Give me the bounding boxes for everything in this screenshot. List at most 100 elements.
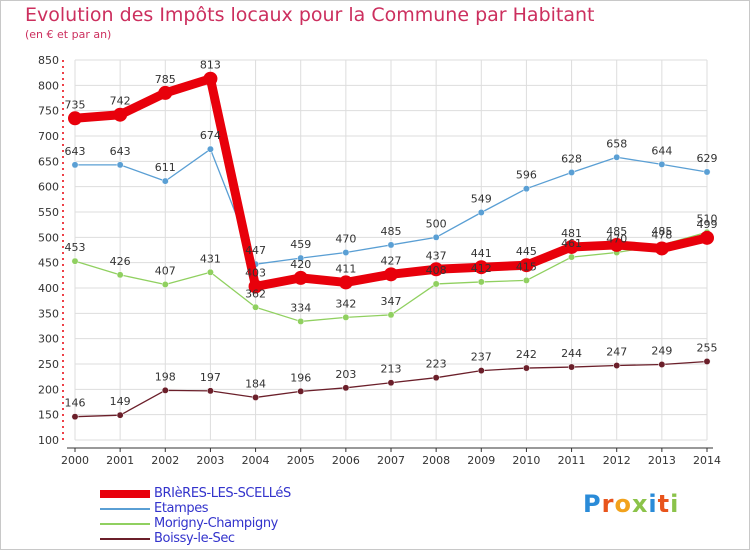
data-point-3[interactable] — [703, 358, 711, 365]
data-point-3[interactable] — [522, 364, 530, 372]
data-point-0[interactable] — [158, 85, 173, 100]
data-point-3[interactable] — [477, 367, 485, 375]
logo-letter: x — [631, 490, 649, 518]
legend-item-morigny[interactable]: Morigny-Champigny — [100, 516, 291, 531]
data-label-2: 461 — [561, 237, 582, 250]
data-label-0: 411 — [335, 262, 356, 275]
data-point-3[interactable] — [71, 413, 79, 421]
data-point-0[interactable] — [338, 275, 353, 290]
data-point-3[interactable] — [432, 374, 440, 382]
data-label-3: 249 — [651, 345, 672, 358]
data-point-3[interactable] — [658, 361, 666, 368]
x-tick-label: 2011 — [558, 454, 586, 467]
data-point-3[interactable] — [116, 411, 124, 419]
data-point-1[interactable] — [342, 249, 350, 256]
data-point-3[interactable] — [206, 387, 214, 395]
data-point-1[interactable] — [387, 241, 395, 249]
data-label-1: 658 — [606, 137, 627, 150]
data-point-2[interactable] — [432, 280, 440, 288]
data-label-1: 628 — [561, 152, 582, 165]
data-label-0: 437 — [426, 249, 447, 262]
data-point-1[interactable] — [613, 153, 621, 161]
data-point-0[interactable] — [248, 279, 263, 294]
data-label-2: 485 — [651, 225, 672, 238]
y-tick-label: 250 — [38, 358, 59, 371]
data-label-0: 742 — [110, 95, 131, 108]
data-point-0[interactable] — [113, 107, 128, 122]
data-point-2[interactable] — [342, 313, 350, 321]
data-point-3[interactable] — [252, 393, 260, 401]
data-point-0[interactable] — [384, 267, 398, 282]
data-label-0: 478 — [651, 228, 672, 241]
data-point-1[interactable] — [658, 160, 666, 168]
data-point-2[interactable] — [522, 276, 530, 284]
x-tick-label: 2013 — [648, 454, 676, 467]
data-point-2[interactable] — [161, 281, 169, 288]
data-label-2: 426 — [110, 255, 131, 268]
data-point-2[interactable] — [71, 257, 79, 265]
data-label-0: 420 — [290, 258, 311, 271]
legend-swatch-brieres — [100, 489, 150, 498]
data-label-2: 415 — [516, 260, 537, 273]
data-point-0[interactable] — [474, 260, 489, 275]
data-point-1[interactable] — [297, 254, 305, 262]
data-label-0: 485 — [606, 225, 627, 238]
data-point-2[interactable] — [116, 271, 124, 279]
data-point-3[interactable] — [613, 362, 621, 369]
data-label-3: 255 — [697, 341, 718, 354]
data-point-0[interactable] — [609, 237, 624, 252]
legend-item-etampes[interactable]: Etampes — [100, 501, 291, 516]
data-point-2[interactable] — [252, 303, 260, 311]
data-point-3[interactable] — [387, 379, 395, 387]
data-point-1[interactable] — [477, 209, 485, 216]
data-point-0[interactable] — [564, 239, 579, 254]
data-point-3[interactable] — [297, 387, 305, 395]
data-point-2[interactable] — [387, 311, 395, 319]
data-label-2: 334 — [290, 301, 311, 314]
data-label-2: 510 — [697, 212, 718, 225]
data-label-2: 347 — [381, 295, 402, 308]
data-point-0[interactable] — [68, 111, 82, 126]
data-point-0[interactable] — [654, 241, 669, 256]
legend-item-brieres[interactable]: BRIèRES-LES-SCELLéS — [100, 486, 291, 501]
y-tick-label: 450 — [38, 257, 59, 270]
y-tick-label: 100 — [38, 434, 59, 447]
logo-letter: o — [614, 490, 632, 518]
legend-swatch-boissy — [100, 537, 150, 540]
data-point-0[interactable] — [700, 230, 714, 245]
data-point-0[interactable] — [519, 258, 534, 273]
data-label-1: 447 — [245, 244, 266, 257]
legend-label-morigny: Morigny-Champigny — [154, 516, 278, 531]
data-label-3: 244 — [561, 347, 582, 360]
data-label-1: 629 — [697, 152, 718, 165]
data-label-3: 223 — [426, 358, 447, 371]
data-point-2[interactable] — [568, 253, 576, 261]
legend-item-boissy[interactable]: Boissy-le-Sec — [100, 531, 291, 546]
data-label-0: 441 — [471, 247, 492, 260]
data-point-1[interactable] — [116, 161, 124, 169]
proxiti-logo: Proxiti — [583, 490, 679, 518]
y-tick-label: 300 — [38, 333, 59, 346]
x-tick-label: 2008 — [422, 454, 450, 467]
data-point-1[interactable] — [161, 177, 169, 185]
data-point-2[interactable] — [297, 317, 305, 325]
data-point-2[interactable] — [206, 268, 214, 276]
data-point-3[interactable] — [568, 363, 576, 371]
data-point-3[interactable] — [161, 386, 169, 394]
x-tick-label: 2002 — [151, 454, 179, 467]
data-point-1[interactable] — [568, 169, 576, 176]
data-label-0: 427 — [381, 254, 402, 267]
data-point-1[interactable] — [522, 185, 530, 193]
logo-letter: t — [657, 490, 671, 518]
data-point-3[interactable] — [342, 384, 350, 392]
data-point-0[interactable] — [203, 71, 218, 86]
data-point-1[interactable] — [71, 161, 79, 169]
data-point-0[interactable] — [429, 262, 444, 277]
data-point-1[interactable] — [432, 233, 440, 241]
data-point-2[interactable] — [477, 278, 485, 286]
data-point-1[interactable] — [206, 145, 214, 153]
data-point-1[interactable] — [703, 168, 711, 176]
logo-letter: i — [670, 490, 680, 518]
data-point-0[interactable] — [293, 270, 308, 285]
chart-subtitle: (en € et par an) — [25, 28, 112, 41]
